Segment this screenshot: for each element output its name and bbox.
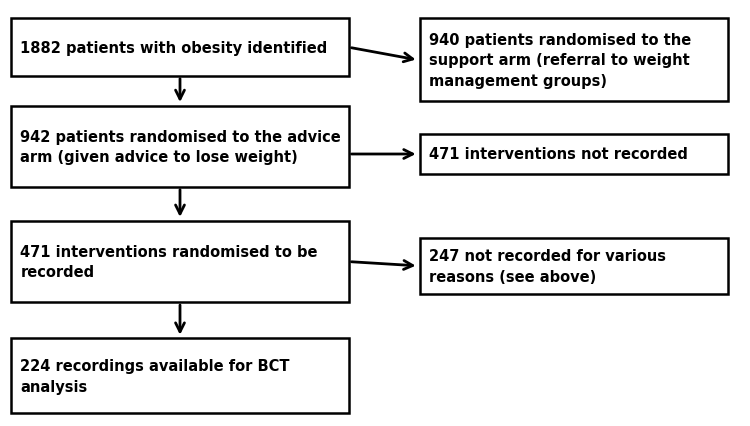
FancyBboxPatch shape: [11, 106, 349, 187]
Text: 942 patients randomised to the advice
arm (given advice to lose weight): 942 patients randomised to the advice ar…: [20, 130, 341, 164]
Text: 247 not recorded for various
reasons (see above): 247 not recorded for various reasons (se…: [429, 249, 666, 284]
Text: 940 patients randomised to the
support arm (referral to weight
management groups: 940 patients randomised to the support a…: [429, 33, 692, 89]
FancyBboxPatch shape: [420, 134, 728, 175]
Text: 224 recordings available for BCT
analysis: 224 recordings available for BCT analysi…: [20, 358, 290, 394]
FancyBboxPatch shape: [11, 222, 349, 302]
Text: 471 interventions randomised to be
recorded: 471 interventions randomised to be recor…: [20, 245, 318, 279]
FancyBboxPatch shape: [11, 19, 349, 77]
Text: 1882 patients with obesity identified: 1882 patients with obesity identified: [20, 40, 328, 55]
Text: 471 interventions not recorded: 471 interventions not recorded: [429, 147, 688, 162]
FancyBboxPatch shape: [11, 339, 349, 413]
FancyBboxPatch shape: [420, 19, 728, 102]
FancyBboxPatch shape: [420, 239, 728, 294]
